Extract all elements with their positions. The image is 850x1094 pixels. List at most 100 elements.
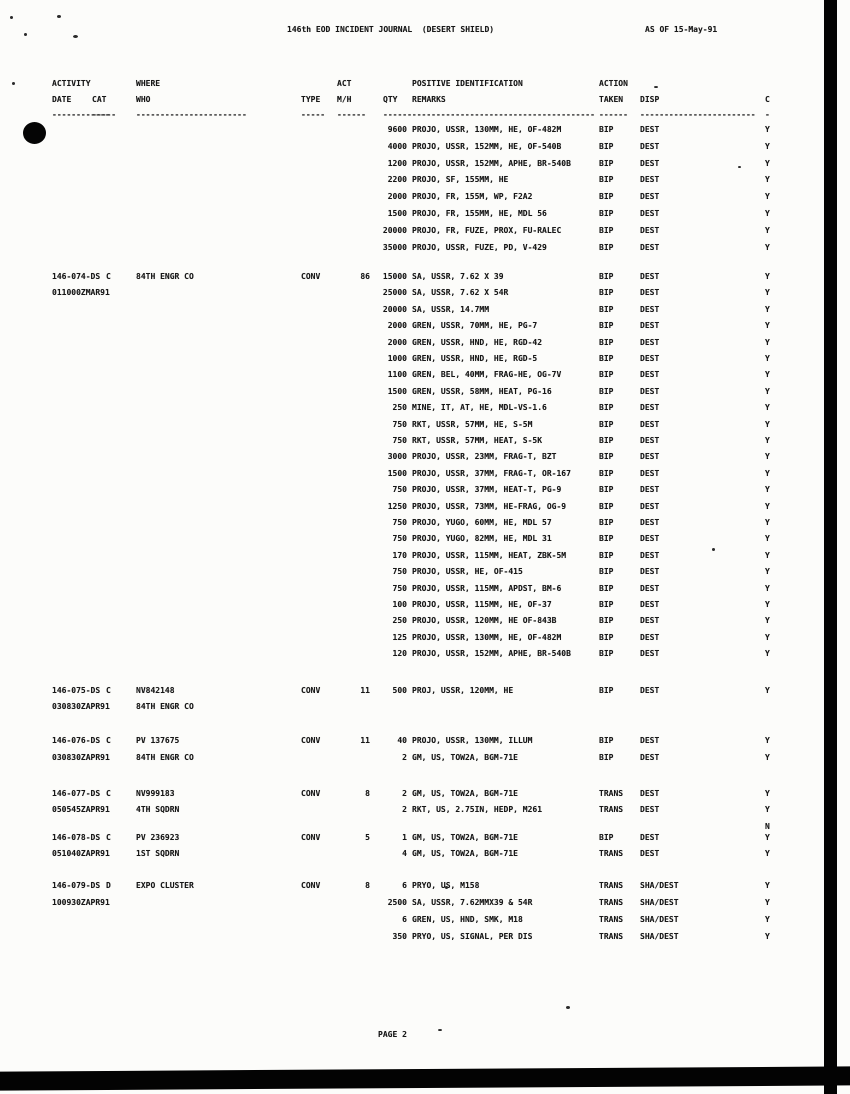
cell-disp: DEST: [640, 686, 660, 695]
dash-taken: ------: [599, 110, 628, 119]
cell-action-taken: BIP: [599, 518, 614, 527]
cell-c-flag: Y: [765, 805, 770, 815]
cell-qty: 2500: [387, 898, 407, 907]
scan-speck: [712, 548, 715, 551]
dash-cat: -----: [92, 110, 117, 119]
entry-row: 2000 GREN, USSR, 70MM, HE, PG-7 BIP DEST Y: [0, 320, 850, 332]
cell-remarks: PROJO, USSR, 120MM, HE OF-843B: [412, 616, 557, 626]
cell-action-taken: TRANS: [599, 915, 624, 924]
cell-action-taken: BIP: [599, 288, 614, 298]
cell-disp: DEST: [640, 616, 660, 626]
cell-remarks: PROJO, USSR, 115MM, HEAT, ZBK-5M: [412, 550, 567, 560]
cell-qty: 2: [402, 789, 407, 798]
cell-disp: DEST: [640, 354, 660, 363]
cell-disp: DEST: [640, 649, 660, 659]
cell-qty: 4: [402, 849, 407, 859]
cell-who: 84TH ENGR CO: [136, 702, 194, 712]
cell-act-mh: 8: [365, 881, 370, 890]
page-title: 146th EOD INCIDENT JOURNAL (DESERT SHIEL…: [287, 25, 495, 34]
cell-c-flag: N: [765, 821, 770, 831]
cell-disp: SHA/DEST: [640, 932, 679, 941]
cell-disp: DEST: [640, 849, 660, 859]
entry-row: 20000 PROJO, FR, FUZE, PROX, FU-RALEC BIP D…: [0, 225, 850, 237]
scan-speck: [57, 15, 61, 18]
cell-remarks: PROJO, USSR, 130MM, HE, OF-482M: [412, 632, 562, 642]
cell-action-taken: BIP: [599, 468, 614, 478]
cell-qty: 750: [392, 518, 407, 527]
cell-disp: DEST: [640, 789, 660, 798]
cell-action-taken: BIP: [599, 175, 614, 185]
cell-remarks: PROJO, USSR, 23MM, FRAG-T, BZT: [412, 452, 557, 462]
entry-row: 2000 PROJO, FR, 155M, WP, F2A2 BIP DEST Y: [0, 191, 850, 203]
cell-action-taken: BIP: [599, 192, 614, 202]
cell-disp: DEST: [640, 736, 660, 745]
cell-c-flag: Y: [765, 649, 770, 659]
cell-c-flag: Y: [765, 752, 770, 762]
cell-qty: 125: [392, 632, 407, 642]
cell-type: CONV: [301, 833, 321, 842]
entry-row: 3000 PROJO, USSR, 23MM, FRAG-T, BZT BIP DES…: [0, 451, 850, 463]
cell-action-taken: BIP: [599, 550, 614, 560]
cell-who: NV999183: [136, 789, 175, 798]
entry-row: 1500 PROJO, USSR, 37MM, FRAG-T, OR-167 BIP…: [0, 468, 850, 480]
cell-c-flag: Y: [765, 337, 770, 347]
entry-row: 1200 PROJO, USSR, 152MM, APHE, BR-540B BIP…: [0, 158, 850, 170]
cell-remarks: PROJO, SF, 155MM, HE: [412, 175, 509, 185]
cell-disp: DEST: [640, 209, 660, 218]
cell-disp: SHA/DEST: [640, 881, 679, 890]
entry-row: 146-078-DS C PV 236923 CONV 5 1 GM, US, TOW2A,…: [0, 832, 850, 844]
cell-remarks: PROJO, USSR, 73MM, HE-FRAG, OG-9: [412, 501, 567, 511]
cell-incident-id: 146-079-DS: [52, 881, 101, 890]
cell-action-taken: TRANS: [599, 932, 624, 941]
cell-remarks: PROJO, USSR, 130MM, HE, OF-482M: [412, 125, 562, 134]
hole-punch-mark: [23, 122, 46, 144]
cell-activity-date: 011000ZMAR91: [52, 288, 110, 298]
scan-edge-right: [824, 0, 837, 1094]
cell-c-flag: Y: [765, 501, 770, 511]
cell-c-flag: Y: [765, 881, 770, 890]
cell-remarks: SA, USSR, 7.62 X 54R: [412, 288, 509, 298]
cell-c-flag: Y: [765, 436, 770, 445]
cell-qty: 1100: [387, 370, 407, 380]
cell-disp: DEST: [640, 403, 660, 413]
cell-c-flag: Y: [765, 321, 770, 331]
cell-action-taken: BIP: [599, 370, 614, 380]
cell-c-flag: Y: [765, 789, 770, 798]
cell-c-flag: Y: [765, 209, 770, 218]
col-header-mh: M/H: [337, 95, 352, 104]
cell-action-taken: BIP: [599, 567, 614, 577]
cell-act-mh: 11: [360, 686, 370, 695]
entry-row: 051040ZAPR91 1ST SQDRN 4 GM, US, TOW2A, BGM…: [0, 848, 850, 860]
cell-disp: DEST: [640, 225, 660, 235]
cell-action-taken: BIP: [599, 534, 614, 544]
cell-qty: 350: [392, 932, 407, 941]
cell-c-flag: Y: [765, 403, 770, 413]
cell-remarks: PROJO, USSR, 152MM, HE, OF-540B: [412, 141, 562, 151]
cell-activity-date: 050545ZAPR91: [52, 805, 110, 815]
col-header-where: WHERE: [136, 79, 161, 88]
entry-row: 250 MINE, IT, AT, HE, MDL-VS-1.6 BIP DEST Y: [0, 402, 850, 414]
cell-qty: 120: [392, 649, 407, 659]
cell-qty: 250: [392, 616, 407, 626]
cell-disp: DEST: [640, 567, 660, 577]
cell-qty: 1: [402, 833, 407, 842]
cell-remarks: PROJO, YUGO, 60MM, HE, MDL 57: [412, 518, 552, 527]
col-header-taken: TAKEN: [599, 95, 624, 104]
cell-c-flag: Y: [765, 898, 770, 907]
cell-remarks: PROJO, FR, 155MM, HE, MDL 56: [412, 209, 547, 218]
cell-action-taken: BIP: [599, 386, 614, 396]
cell-c-flag: Y: [765, 175, 770, 185]
scan-speck: [12, 82, 15, 85]
cell-qty: 1000: [387, 354, 407, 363]
cell-disp: DEST: [640, 583, 660, 593]
cell-action-taken: BIP: [599, 436, 614, 445]
cell-disp: DEST: [640, 158, 660, 168]
entry-row: 750 PROJO, YUGO, 82MM, HE, MDL 31 BIP DEST Y: [0, 533, 850, 545]
scan-speck: [738, 166, 741, 168]
cell-qty: 2: [402, 752, 407, 762]
cell-act-mh: 5: [365, 833, 370, 842]
entry-row: 1250 PROJO, USSR, 73MM, HE-FRAG, OG-9 BIP D…: [0, 501, 850, 513]
cell-qty: 250: [392, 403, 407, 413]
cell-qty: 750: [392, 436, 407, 445]
